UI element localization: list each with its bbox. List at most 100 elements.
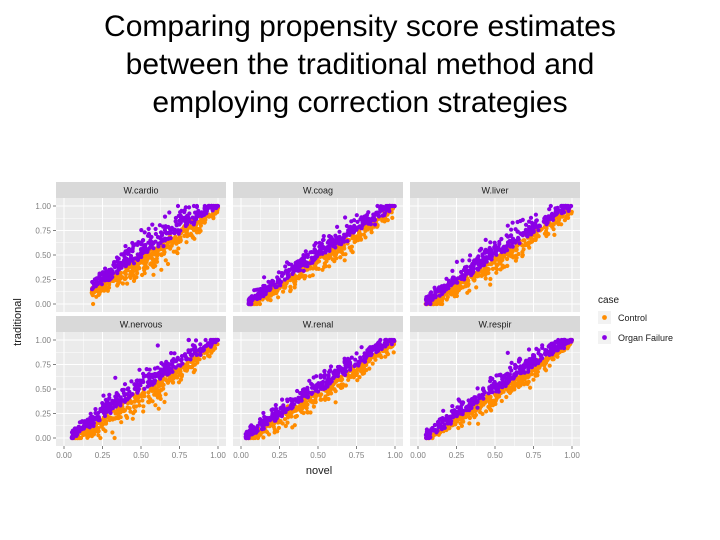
point-organ-failure (243, 435, 249, 441)
point-organ-failure (491, 381, 496, 386)
point-control (487, 403, 492, 408)
point-control (120, 281, 125, 286)
point-organ-failure (548, 347, 554, 352)
point-organ-failure (513, 365, 518, 370)
point-organ-failure (453, 277, 458, 282)
point-control (555, 220, 560, 225)
point-organ-failure (256, 291, 261, 296)
point-control (206, 353, 211, 358)
point-organ-failure (322, 369, 327, 374)
point-organ-failure (368, 345, 373, 350)
y-axis-title: traditional (12, 298, 24, 346)
point-control (373, 354, 378, 359)
point-control (292, 285, 297, 290)
point-organ-failure (328, 368, 333, 373)
point-control (500, 263, 505, 268)
strip-w-respir (410, 316, 580, 332)
x-tick-label: 0.00 (410, 451, 426, 460)
point-control (159, 379, 164, 384)
point-control (101, 422, 106, 427)
point-organ-failure (353, 357, 358, 362)
point-organ-failure (321, 234, 326, 239)
point-control (134, 268, 139, 273)
point-control (305, 409, 310, 414)
point-organ-failure (206, 341, 211, 346)
point-organ-failure (188, 357, 193, 362)
point-control (169, 243, 174, 248)
point-control (276, 425, 281, 430)
point-organ-failure (191, 203, 196, 209)
point-control (255, 301, 260, 307)
point-control (458, 280, 463, 285)
point-organ-failure (203, 337, 208, 343)
panel-w-respir: W.respir 0.00 0.25 0.50 0.75 1.00 (410, 316, 580, 460)
point-organ-failure (347, 360, 353, 365)
point-organ-failure (471, 259, 477, 264)
point-organ-failure (185, 356, 190, 362)
point-organ-failure (527, 362, 532, 367)
point-control (290, 425, 295, 430)
point-control (101, 427, 106, 432)
point-organ-failure (187, 349, 193, 354)
point-organ-failure (347, 232, 352, 237)
point-organ-failure (504, 233, 509, 238)
point-control (153, 392, 159, 397)
point-control (545, 356, 550, 362)
point-organ-failure (510, 236, 516, 241)
point-organ-failure (103, 266, 108, 271)
point-control (531, 377, 536, 382)
point-control (324, 259, 329, 264)
point-control (334, 256, 339, 261)
point-organ-failure (252, 429, 257, 434)
point-organ-failure (270, 407, 275, 412)
point-organ-failure (447, 414, 452, 419)
point-organ-failure (505, 223, 510, 228)
point-organ-failure (130, 249, 135, 254)
point-organ-failure (496, 389, 501, 394)
point-organ-failure (247, 430, 252, 436)
point-organ-failure (342, 239, 347, 244)
point-organ-failure (90, 279, 95, 285)
point-organ-failure (450, 404, 455, 409)
point-organ-failure (171, 357, 176, 362)
x-tick-label: 0.25 (449, 451, 465, 460)
point-control (520, 254, 525, 259)
point-control (528, 385, 533, 390)
point-organ-failure (435, 289, 440, 294)
point-organ-failure (146, 246, 151, 251)
point-control (529, 372, 534, 377)
point-organ-failure (162, 228, 167, 233)
point-organ-failure (292, 268, 297, 273)
point-control (150, 388, 155, 393)
point-control (179, 372, 185, 377)
point-organ-failure (476, 262, 481, 267)
point-control (515, 381, 520, 386)
point-organ-failure (354, 213, 359, 218)
point-control (516, 251, 521, 257)
point-control (128, 400, 133, 405)
point-control (190, 235, 196, 240)
point-organ-failure (430, 297, 435, 302)
point-control (141, 404, 146, 409)
point-organ-failure (531, 360, 537, 365)
point-control (467, 421, 472, 426)
point-control (472, 278, 477, 283)
point-organ-failure (281, 405, 286, 410)
point-control (522, 238, 527, 243)
point-control (266, 432, 272, 437)
point-control (488, 406, 493, 412)
point-organ-failure (141, 374, 146, 379)
point-organ-failure (131, 261, 137, 266)
point-organ-failure (123, 263, 129, 268)
point-organ-failure (388, 203, 393, 209)
point-control (487, 395, 493, 400)
point-organ-failure (165, 236, 171, 241)
point-organ-failure (175, 355, 180, 360)
point-control (282, 285, 287, 290)
point-organ-failure (484, 259, 489, 264)
point-organ-failure (139, 242, 144, 247)
point-organ-failure (561, 337, 566, 343)
strip-label-w-renal: W.renal (303, 320, 334, 330)
point-control (283, 423, 288, 429)
point-organ-failure (286, 274, 291, 279)
